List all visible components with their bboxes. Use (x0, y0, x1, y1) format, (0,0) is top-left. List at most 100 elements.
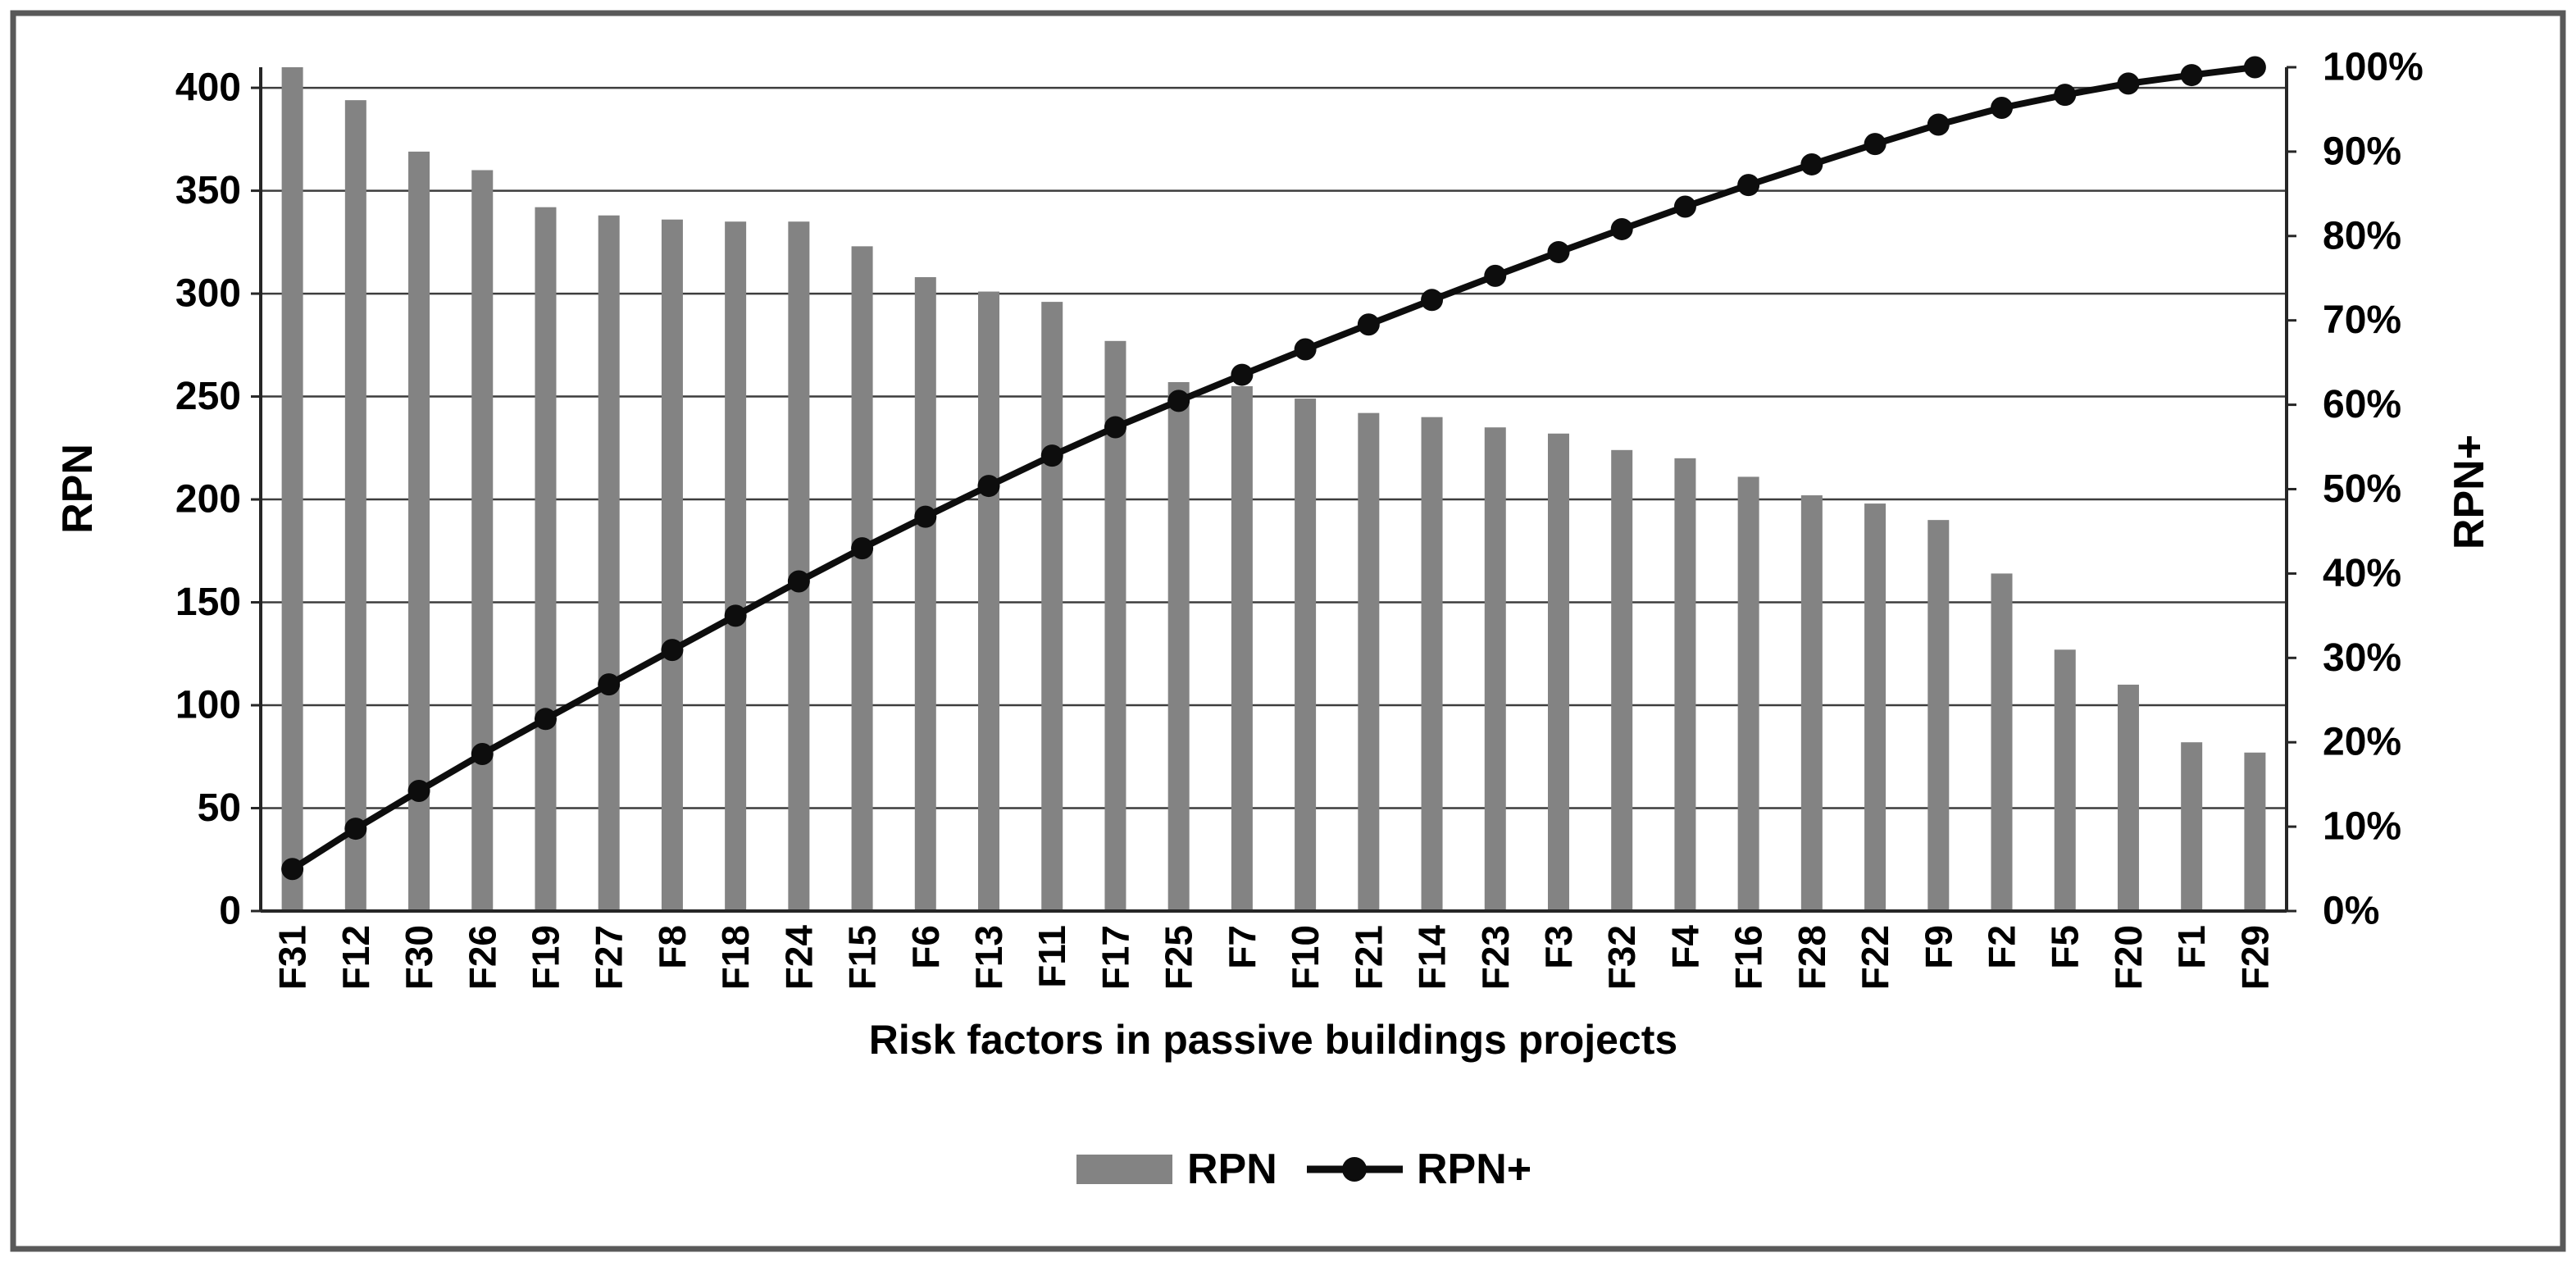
marker-F15 (851, 537, 874, 560)
marker-F1 (2180, 64, 2203, 87)
left-tick-label: 50 (198, 786, 241, 830)
left-tick-label: 400 (175, 66, 241, 110)
bar-F6 (914, 276, 936, 911)
right-tick-label: 20% (2323, 721, 2401, 764)
chart-border (10, 10, 2566, 1252)
cumulative-line-layer (281, 56, 2266, 881)
x-axis-label-F9: F9 (1917, 925, 1959, 969)
bar-F24 (788, 221, 810, 912)
x-axis-label-F31: F31 (271, 925, 314, 990)
x-axis-label-F30: F30 (398, 925, 440, 990)
marker-F7 (1231, 363, 1254, 386)
left-tick-label: 200 (175, 478, 241, 522)
legend-rpn-plus-label: RPN+ (1417, 1146, 1531, 1193)
x-axis-label-F14: F14 (1411, 925, 1454, 991)
x-axis-label-F20: F20 (2107, 925, 2150, 990)
bar-F28 (1800, 495, 1823, 911)
left-tick-label: 250 (175, 375, 241, 418)
left-axis-tick-labels: 0 50 100 150 200 250 300 350 400 (175, 66, 241, 933)
right-axis-tick-labels: 0% 10% 20% 30% 40% 50% 60% 70% 80% 90% 100% (2323, 46, 2424, 933)
x-axis-label-F21: F21 (1347, 925, 1390, 990)
x-axis-label-F4: F4 (1663, 925, 1706, 969)
left-tick-label: 100 (175, 684, 241, 727)
marker-F21 (1357, 313, 1380, 336)
bar-F16 (1737, 476, 1759, 911)
bar-F23 (1484, 427, 1506, 911)
x-axis-label-F18: F18 (714, 925, 757, 990)
marker-F5 (2054, 84, 2077, 107)
x-axis-label-F24: F24 (777, 925, 820, 991)
bar-F2 (1991, 573, 2013, 911)
marker-F29 (2243, 56, 2266, 79)
x-axis-label-F27: F27 (588, 925, 630, 990)
right-tick-label: 40% (2323, 552, 2401, 595)
marker-F2 (1991, 96, 2014, 119)
bar-F15 (851, 246, 873, 912)
marker-F16 (1737, 174, 1760, 197)
marker-F32 (1610, 217, 1633, 240)
bar-F3 (1547, 433, 1569, 911)
x-axis-label-F11: F11 (1031, 925, 1073, 988)
x-axis-label-F15: F15 (841, 925, 884, 990)
right-tick-label: 70% (2323, 298, 2401, 342)
x-axis-title: Risk factors in passive buildings projec… (869, 1017, 1677, 1063)
marker-F3 (1547, 240, 1570, 263)
bar-F11 (1041, 302, 1063, 911)
x-axis-label-F12: F12 (335, 925, 377, 990)
marker-F27 (598, 673, 621, 696)
bar-F12 (344, 100, 366, 911)
right-tick-label: 50% (2323, 467, 2401, 511)
bar-F26 (471, 170, 494, 912)
bars-layer (281, 67, 2266, 912)
x-axis-label-F28: F28 (1791, 925, 1833, 990)
bar-F18 (725, 221, 747, 912)
bar-F22 (1864, 503, 1886, 911)
right-axis-title: RPN+ (2446, 435, 2493, 549)
right-tick-label: 10% (2323, 805, 2401, 849)
right-tick-label: 30% (2323, 636, 2401, 680)
x-axis-label-F1: F1 (2170, 925, 2213, 969)
marker-F14 (1421, 289, 1444, 312)
x-axis-label-F29: F29 (2233, 925, 2276, 990)
bar-F20 (2117, 684, 2139, 911)
marker-F8 (661, 639, 684, 662)
legend: RPN RPN+ (1076, 1146, 1531, 1193)
x-axis-label-F17: F17 (1094, 925, 1136, 990)
marker-F28 (1800, 153, 1823, 175)
bar-F27 (598, 215, 620, 911)
marker-F20 (2117, 72, 2140, 95)
x-axis-label-F7: F7 (1221, 925, 1263, 969)
x-axis-label-F16: F16 (1727, 925, 1770, 990)
bar-F25 (1167, 381, 1190, 911)
bar-F19 (535, 207, 557, 911)
marker-F11 (1040, 444, 1063, 467)
bar-F5 (2054, 649, 2076, 911)
marker-F13 (977, 475, 1000, 498)
x-axis-label-F13: F13 (967, 925, 1010, 990)
marker-F6 (914, 505, 937, 528)
right-tick-label: 80% (2323, 214, 2401, 257)
marker-F26 (471, 743, 494, 766)
legend-rpn-plus-marker (1342, 1157, 1367, 1182)
marker-F9 (1927, 113, 1950, 136)
marker-F30 (407, 779, 430, 802)
left-tick-label: 350 (175, 169, 241, 212)
x-axis-label-F32: F32 (1600, 925, 1643, 990)
marker-F17 (1104, 416, 1126, 439)
marker-F12 (344, 818, 367, 841)
gridlines-layer (261, 86, 2287, 809)
legend-rpn-label: RPN (1187, 1146, 1277, 1193)
right-tick-label: 0% (2323, 890, 2379, 933)
legend-rpn-swatch (1076, 1155, 1172, 1184)
bar-F14 (1421, 417, 1443, 911)
right-tick-label: 60% (2323, 383, 2401, 426)
x-axis-label-F19: F19 (524, 925, 567, 990)
bar-F7 (1231, 386, 1253, 911)
x-axis-label-F6: F6 (904, 925, 947, 969)
bar-F31 (281, 67, 303, 911)
x-axis-label-F3: F3 (1537, 925, 1580, 969)
bar-F10 (1295, 399, 1317, 911)
bar-F29 (2244, 752, 2266, 911)
bar-F32 (1611, 449, 1633, 911)
